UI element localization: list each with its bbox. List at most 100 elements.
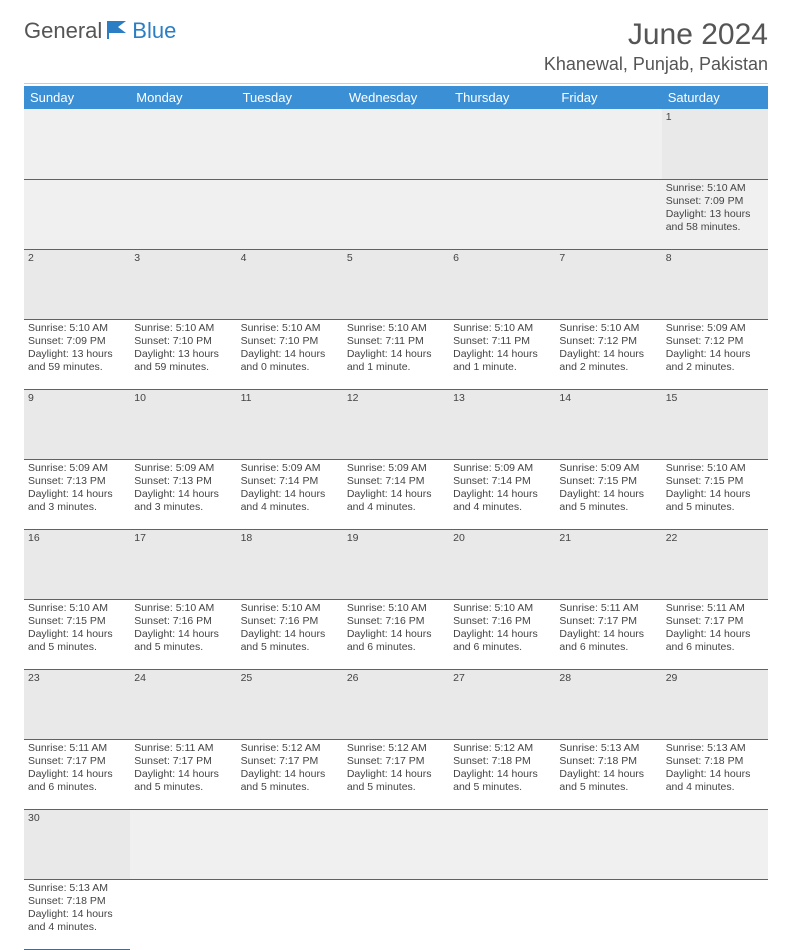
day-number-row: 30 bbox=[24, 809, 768, 879]
day-number: 3 bbox=[130, 249, 236, 319]
day-cell bbox=[449, 179, 555, 249]
week-row: Sunrise: 5:09 AMSunset: 7:13 PMDaylight:… bbox=[24, 459, 768, 529]
day-cell: Sunrise: 5:10 AMSunset: 7:16 PMDaylight:… bbox=[449, 599, 555, 669]
daylight-text: and 1 minute. bbox=[347, 361, 445, 374]
day-number bbox=[343, 109, 449, 179]
sunset-text: Sunset: 7:14 PM bbox=[241, 475, 339, 488]
day-number: 1 bbox=[662, 109, 768, 179]
sunrise-text: Sunrise: 5:09 AM bbox=[453, 462, 551, 475]
divider bbox=[24, 83, 768, 84]
day-number: 24 bbox=[130, 669, 236, 739]
day-cell: Sunrise: 5:11 AMSunset: 7:17 PMDaylight:… bbox=[130, 739, 236, 809]
daylight-text: and 6 minutes. bbox=[28, 781, 126, 794]
day-number: 11 bbox=[237, 389, 343, 459]
weekday-header: Wednesday bbox=[343, 86, 449, 109]
day-cell: Sunrise: 5:11 AMSunset: 7:17 PMDaylight:… bbox=[24, 739, 130, 809]
week-row: Sunrise: 5:13 AMSunset: 7:18 PMDaylight:… bbox=[24, 879, 768, 949]
day-number: 15 bbox=[662, 389, 768, 459]
sunset-text: Sunset: 7:17 PM bbox=[666, 615, 764, 628]
daylight-text: Daylight: 14 hours bbox=[241, 488, 339, 501]
day-number bbox=[449, 809, 555, 879]
sunrise-text: Sunrise: 5:11 AM bbox=[559, 602, 657, 615]
day-number-row: 16171819202122 bbox=[24, 529, 768, 599]
sunset-text: Sunset: 7:18 PM bbox=[559, 755, 657, 768]
day-cell bbox=[24, 179, 130, 249]
daylight-text: Daylight: 14 hours bbox=[134, 488, 232, 501]
sunrise-text: Sunrise: 5:11 AM bbox=[134, 742, 232, 755]
sunrise-text: Sunrise: 5:10 AM bbox=[241, 602, 339, 615]
flag-icon bbox=[104, 19, 130, 44]
location-text: Khanewal, Punjab, Pakistan bbox=[544, 54, 768, 75]
sunrise-text: Sunrise: 5:10 AM bbox=[134, 322, 232, 335]
daylight-text: Daylight: 14 hours bbox=[241, 628, 339, 641]
day-number bbox=[449, 109, 555, 179]
day-number bbox=[555, 109, 661, 179]
day-cell: Sunrise: 5:12 AMSunset: 7:17 PMDaylight:… bbox=[343, 739, 449, 809]
sunset-text: Sunset: 7:15 PM bbox=[666, 475, 764, 488]
sunrise-text: Sunrise: 5:13 AM bbox=[666, 742, 764, 755]
daylight-text: and 5 minutes. bbox=[134, 781, 232, 794]
day-number bbox=[237, 809, 343, 879]
title-block: June 2024 Khanewal, Punjab, Pakistan bbox=[544, 18, 768, 75]
day-number bbox=[130, 809, 236, 879]
day-number-row: 1 bbox=[24, 109, 768, 179]
day-cell bbox=[555, 879, 661, 949]
day-number: 4 bbox=[237, 249, 343, 319]
weekday-header: Thursday bbox=[449, 86, 555, 109]
daylight-text: and 3 minutes. bbox=[134, 501, 232, 514]
sunset-text: Sunset: 7:17 PM bbox=[134, 755, 232, 768]
day-number: 12 bbox=[343, 389, 449, 459]
daylight-text: Daylight: 14 hours bbox=[347, 768, 445, 781]
day-number: 14 bbox=[555, 389, 661, 459]
day-number: 30 bbox=[24, 809, 130, 879]
day-cell: Sunrise: 5:13 AMSunset: 7:18 PMDaylight:… bbox=[555, 739, 661, 809]
sunrise-text: Sunrise: 5:09 AM bbox=[559, 462, 657, 475]
sunset-text: Sunset: 7:15 PM bbox=[559, 475, 657, 488]
daylight-text: Daylight: 14 hours bbox=[559, 768, 657, 781]
day-cell: Sunrise: 5:09 AMSunset: 7:13 PMDaylight:… bbox=[24, 459, 130, 529]
sunrise-text: Sunrise: 5:10 AM bbox=[241, 322, 339, 335]
sunrise-text: Sunrise: 5:09 AM bbox=[241, 462, 339, 475]
daylight-text: Daylight: 14 hours bbox=[559, 488, 657, 501]
day-cell: Sunrise: 5:10 AMSunset: 7:16 PMDaylight:… bbox=[237, 599, 343, 669]
weekday-header: Monday bbox=[130, 86, 236, 109]
daylight-text: and 5 minutes. bbox=[666, 501, 764, 514]
sunset-text: Sunset: 7:18 PM bbox=[28, 895, 126, 908]
brand-part1: General bbox=[24, 18, 102, 44]
daylight-text: and 5 minutes. bbox=[28, 641, 126, 654]
daylight-text: Daylight: 14 hours bbox=[453, 768, 551, 781]
day-number-row: 2345678 bbox=[24, 249, 768, 319]
day-number: 23 bbox=[24, 669, 130, 739]
daylight-text: Daylight: 13 hours bbox=[28, 348, 126, 361]
sunset-text: Sunset: 7:17 PM bbox=[559, 615, 657, 628]
day-cell: Sunrise: 5:10 AMSunset: 7:16 PMDaylight:… bbox=[343, 599, 449, 669]
sunset-text: Sunset: 7:09 PM bbox=[666, 195, 764, 208]
sunset-text: Sunset: 7:16 PM bbox=[453, 615, 551, 628]
daylight-text: and 2 minutes. bbox=[559, 361, 657, 374]
daylight-text: and 4 minutes. bbox=[347, 501, 445, 514]
daylight-text: Daylight: 14 hours bbox=[559, 628, 657, 641]
daylight-text: and 0 minutes. bbox=[241, 361, 339, 374]
day-number bbox=[343, 809, 449, 879]
day-cell bbox=[555, 179, 661, 249]
daylight-text: and 59 minutes. bbox=[28, 361, 126, 374]
sunset-text: Sunset: 7:17 PM bbox=[28, 755, 126, 768]
day-number: 9 bbox=[24, 389, 130, 459]
day-cell: Sunrise: 5:10 AMSunset: 7:09 PMDaylight:… bbox=[24, 319, 130, 389]
sunset-text: Sunset: 7:17 PM bbox=[241, 755, 339, 768]
daylight-text: Daylight: 14 hours bbox=[559, 348, 657, 361]
sunrise-text: Sunrise: 5:10 AM bbox=[347, 322, 445, 335]
day-number: 2 bbox=[24, 249, 130, 319]
day-number: 8 bbox=[662, 249, 768, 319]
sunrise-text: Sunrise: 5:13 AM bbox=[559, 742, 657, 755]
daylight-text: Daylight: 14 hours bbox=[453, 488, 551, 501]
sunset-text: Sunset: 7:13 PM bbox=[28, 475, 126, 488]
daylight-text: and 58 minutes. bbox=[666, 221, 764, 234]
day-cell: Sunrise: 5:09 AMSunset: 7:14 PMDaylight:… bbox=[237, 459, 343, 529]
daylight-text: Daylight: 14 hours bbox=[28, 488, 126, 501]
daylight-text: and 5 minutes. bbox=[134, 641, 232, 654]
calendar-table: Sunday Monday Tuesday Wednesday Thursday… bbox=[24, 86, 768, 950]
daylight-text: and 4 minutes. bbox=[28, 921, 126, 934]
sunrise-text: Sunrise: 5:13 AM bbox=[28, 882, 126, 895]
sunset-text: Sunset: 7:12 PM bbox=[666, 335, 764, 348]
